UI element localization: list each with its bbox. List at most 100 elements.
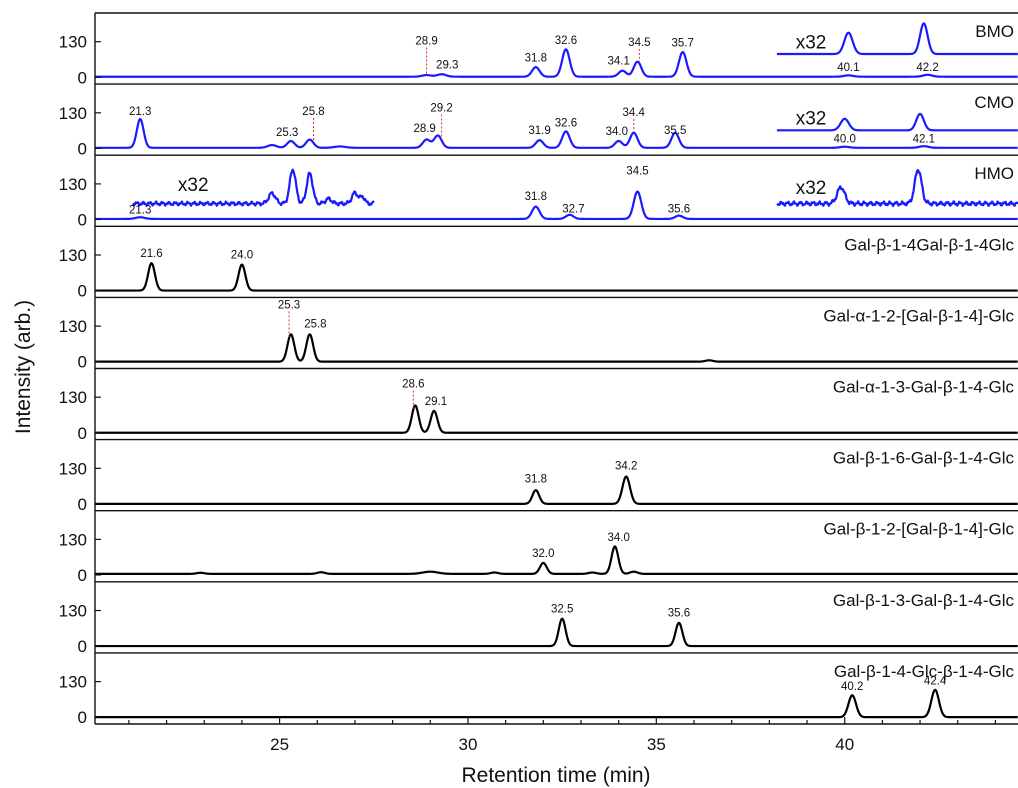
peak-label: 25.8 — [304, 318, 326, 330]
peak-label: 34.4 — [623, 107, 646, 119]
panel-3: 21.6 24.0 Gal-β-1-4Gal-β-1-4Glc 0 130 — [59, 235, 1018, 301]
y-tick-label: 0 — [78, 566, 87, 585]
y-tick-label: 0 — [78, 424, 87, 443]
peak-label: 40.0 — [834, 133, 856, 145]
y-tick-label: 130 — [59, 175, 87, 194]
peak-label: 32.7 — [562, 203, 584, 215]
inset-magnification-label: x32 — [796, 109, 827, 130]
panel-plot — [95, 112, 1018, 149]
x-tick-label: 30 — [459, 735, 478, 754]
trace-line — [95, 190, 1018, 221]
y-tick-label: 0 — [78, 210, 87, 229]
peak-label: 28.6 — [402, 379, 424, 391]
y-tick-label: 0 — [78, 495, 87, 514]
peak-label: 31.8 — [525, 52, 547, 64]
peak-label: 32.0 — [532, 548, 554, 560]
y-tick-label: 0 — [78, 68, 87, 87]
panel-name: Gal-β-1-6-Gal-β-1-4-Glc — [833, 449, 1015, 468]
x-tick-label: 40 — [835, 735, 854, 754]
trace-line — [95, 48, 1018, 78]
panel-5: 28.629.1 Gal-α-1-3-Gal-β-1-4-Glc 0 130 — [59, 378, 1018, 443]
peak-label: 40.1 — [837, 62, 859, 74]
panel-9: 40.2 42.4Gal-β-1-4-Glc-β-1-4-Glc 0 130 — [59, 662, 1018, 727]
peak-label: 31.8 — [525, 191, 547, 203]
peak-label: 21.3 — [129, 204, 151, 216]
peak-label: 31.9 — [528, 125, 550, 137]
peak-label: 40.2 — [841, 681, 863, 693]
y-tick-label: 130 — [59, 459, 87, 478]
trace-line — [95, 688, 1018, 719]
inset-trace-line — [776, 22, 1018, 56]
y-tick-label: 130 — [59, 388, 87, 407]
peak-label: 29.1 — [425, 396, 447, 408]
trace-line — [95, 262, 1018, 292]
peak-label: 32.6 — [555, 117, 577, 129]
peak-label: 34.5 — [628, 37, 650, 49]
panel-plot — [95, 390, 1018, 434]
panel-plot — [95, 311, 1018, 363]
inset-trace-line — [776, 169, 1018, 208]
inset-magnification-label: x32 — [796, 33, 827, 54]
peak-label: 29.2 — [430, 102, 452, 114]
peak-label: 35.7 — [672, 38, 694, 50]
panel-7: 32.0 34.0 Gal-β-1-2-[Gal-β-1-4]-Glc 0 130 — [59, 520, 1018, 585]
y-tick-label: 130 — [59, 33, 87, 52]
y-tick-label: 0 — [78, 708, 87, 727]
peak-label: 35.5 — [664, 125, 686, 137]
peak-label: 34.1 — [607, 56, 629, 68]
x-axis-title: Retention time (min) — [461, 764, 650, 787]
x-tick-label: 35 — [647, 735, 666, 754]
inset-trace-line — [132, 168, 375, 207]
trace-line — [95, 617, 1018, 648]
panels: x32 28.9 29.3 31.8 32.6 34.1 34.5 35.7 40.1 42.2 B… — [59, 22, 1018, 727]
y-tick-label: 130 — [59, 602, 87, 621]
x-axis: 25 30 35 40 — [128, 717, 996, 754]
peak-label: 28.9 — [415, 35, 437, 47]
y-axis-title: Intensity (arb.) — [12, 300, 35, 434]
inset-magnification-label: x32 — [178, 175, 209, 196]
panel-plot — [95, 475, 1018, 505]
y-tick-label: 130 — [59, 530, 87, 549]
peak-label: 21.6 — [140, 248, 162, 260]
panel-name: CMO — [974, 93, 1014, 112]
trace-line — [95, 475, 1018, 505]
y-tick-label: 130 — [59, 317, 87, 336]
peak-label: 31.8 — [525, 474, 547, 486]
panel-2: x32 x32 21.3 31.8 32.7 34.5 35.6 HMO 0 130 — [59, 164, 1018, 229]
panel-plot — [95, 545, 1018, 575]
peak-label: 42.2 — [916, 62, 938, 74]
peak-label: 25.3 — [276, 127, 298, 139]
trace-line — [95, 545, 1018, 575]
peak-label: 28.9 — [413, 123, 435, 135]
peak-label: 35.6 — [668, 608, 690, 620]
panel-6: 31.8 34.2 Gal-β-1-6-Gal-β-1-4-Glc 0 130 — [59, 449, 1018, 514]
y-tick-label: 130 — [59, 673, 87, 692]
inset-magnification-label: x32 — [796, 178, 827, 199]
peak-label: 29.3 — [436, 60, 458, 72]
y-tick-label: 0 — [78, 282, 87, 301]
panel-name: Gal-α-1-3-Gal-β-1-4-Glc — [833, 378, 1015, 397]
peak-label: 32.5 — [551, 604, 573, 616]
y-tick-label: 0 — [78, 637, 87, 656]
trace-line — [95, 118, 1018, 149]
panel-name: Gal-α-1-2-[Gal-β-1-4]-Glc — [823, 306, 1014, 325]
peak-label: 24.0 — [231, 249, 253, 261]
x-tick-label: 25 — [270, 735, 289, 754]
y-tick-label: 130 — [59, 104, 87, 123]
panel-name: Gal-β-1-4-Glc-β-1-4-Glc — [834, 662, 1015, 681]
panel-plot — [95, 262, 1018, 292]
peak-label: 34.5 — [626, 165, 648, 177]
peak-label: 35.6 — [668, 203, 690, 215]
peak-label: 32.6 — [555, 35, 577, 47]
peak-label: 25.3 — [278, 299, 300, 311]
panel-0: x32 28.9 29.3 31.8 32.6 34.1 34.5 35.7 40.1 42.2 B… — [59, 22, 1018, 87]
panel-1: x32 21.3 25.3 25.8 28.9 29.2 31.9 32.6 34.0 34.4 3… — [59, 93, 1018, 158]
trace-line — [95, 404, 1018, 434]
peak-label: 21.3 — [129, 106, 151, 118]
peak-label: 34.0 — [607, 532, 629, 544]
peak-label: 42.4 — [924, 675, 947, 687]
panel-plot — [95, 22, 1018, 78]
panel-plot — [95, 168, 1018, 221]
y-tick-label: 0 — [78, 353, 87, 372]
